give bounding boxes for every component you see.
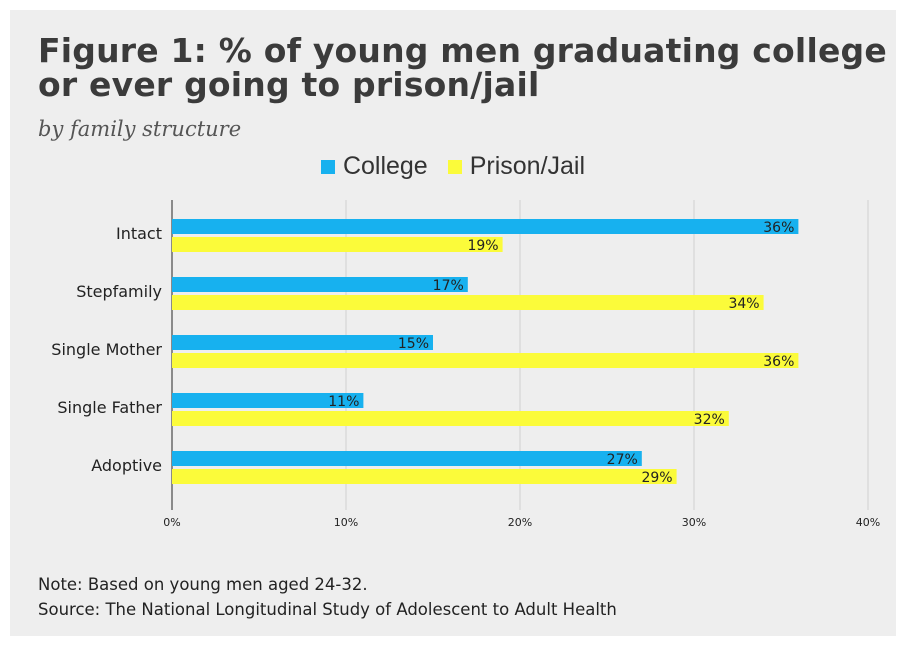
legend-label-prison: Prison/Jail bbox=[469, 152, 586, 180]
data-label-prison-adoptive: 29% bbox=[641, 470, 672, 486]
bar-college-single-mother bbox=[172, 335, 433, 350]
bar-prison-adoptive bbox=[172, 469, 677, 484]
figure-panel: Figure 1: % of young men graduating coll… bbox=[10, 10, 896, 636]
x-tick-label: 10% bbox=[334, 516, 358, 529]
bar-prison-single-father bbox=[172, 411, 729, 426]
category-label-intact: Intact bbox=[116, 224, 162, 243]
data-label-college-single-father: 11% bbox=[328, 394, 359, 410]
x-tick-label: 30% bbox=[682, 516, 706, 529]
data-label-prison-single-father: 32% bbox=[694, 412, 725, 428]
bar-prison-stepfamily bbox=[172, 295, 764, 310]
chart-title-line-1: Figure 1: % of young men graduating coll… bbox=[38, 31, 887, 70]
chart-notes: Note: Based on young men aged 24-32. Sou… bbox=[38, 572, 617, 622]
bar-college-stepfamily bbox=[172, 277, 468, 292]
data-label-prison-intact: 19% bbox=[467, 238, 498, 254]
chart-title: Figure 1: % of young men graduating coll… bbox=[38, 34, 887, 102]
category-label-stepfamily: Stepfamily bbox=[76, 282, 162, 301]
legend-label-college: College bbox=[342, 152, 428, 180]
category-label-adoptive: Adoptive bbox=[91, 456, 162, 475]
bar-prison-intact bbox=[172, 237, 503, 252]
legend-item-college: College bbox=[320, 152, 428, 181]
chart-legend: College Prison/Jail bbox=[10, 152, 896, 181]
category-label-single-father: Single Father bbox=[57, 398, 162, 417]
bar-college-single-father bbox=[172, 393, 364, 408]
bar-college-intact bbox=[172, 219, 799, 234]
bar-chart: 0% 10% 20% 30% 40% Intact 36% 19% Stepfamily 17% 3… bbox=[51, 200, 880, 529]
data-label-college-stepfamily: 17% bbox=[433, 278, 464, 294]
source-text: Source: The National Longitudinal Study … bbox=[38, 600, 617, 619]
data-label-college-adoptive: 27% bbox=[607, 452, 638, 468]
legend-swatch-prison bbox=[447, 159, 462, 174]
chart-title-line-2: or ever going to prison/jail bbox=[38, 65, 540, 104]
legend-swatch-college bbox=[320, 159, 335, 174]
bar-prison-single-mother bbox=[172, 353, 799, 368]
data-label-college-single-mother: 15% bbox=[398, 336, 429, 352]
category-label-single-mother: Single Mother bbox=[51, 340, 162, 359]
x-tick-label: 20% bbox=[508, 516, 532, 529]
note-text: Note: Based on young men aged 24-32. bbox=[38, 575, 368, 594]
data-label-prison-stepfamily: 34% bbox=[728, 296, 759, 312]
bar-college-adoptive bbox=[172, 451, 642, 466]
data-label-prison-single-mother: 36% bbox=[763, 354, 794, 370]
chart-subtitle: by family structure bbox=[38, 117, 242, 141]
legend-item-prison: Prison/Jail bbox=[447, 152, 586, 181]
x-tick-label: 40% bbox=[856, 516, 880, 529]
x-tick-label: 0% bbox=[163, 516, 180, 529]
data-label-college-intact: 36% bbox=[763, 220, 794, 236]
